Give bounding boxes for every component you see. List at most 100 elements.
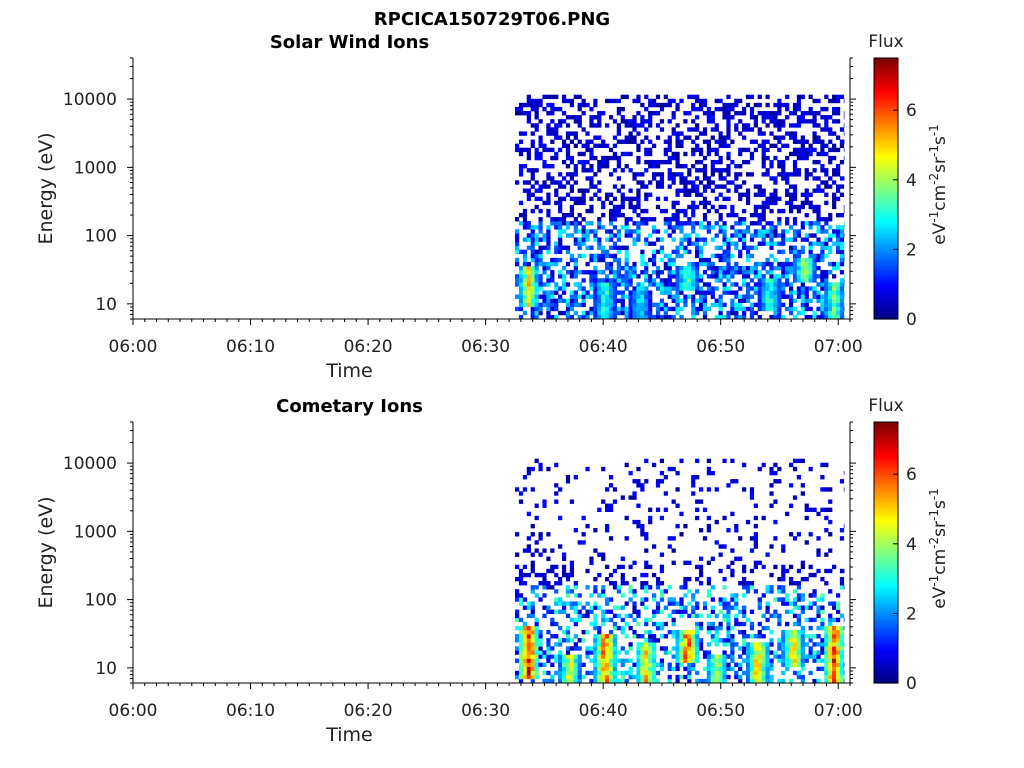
heatmap-cell: [577, 613, 582, 619]
heatmap-cell: [550, 646, 555, 651]
heatmap-cell: [796, 605, 802, 610]
heatmap-cell: [605, 282, 610, 287]
heatmap-cell: [648, 310, 653, 316]
heatmap-cell: [761, 658, 766, 663]
heatmap-cell: [843, 233, 845, 238]
colorbar-step: [874, 160, 898, 163]
heatmap-cell: [538, 135, 543, 140]
heatmap-cell: [628, 139, 633, 144]
heatmap-cell: [698, 249, 704, 255]
heatmap-cell: [530, 208, 535, 214]
heatmap-cell: [612, 605, 618, 610]
heatmap-cell: [730, 642, 735, 647]
heatmap-cell: [636, 609, 641, 614]
heatmap-cell: [648, 666, 653, 672]
heatmap-cell: [828, 294, 833, 299]
colorbar-step: [874, 482, 898, 486]
heatmap-cell: [581, 310, 586, 316]
heatmap-cell: [839, 678, 845, 684]
heatmap-cell: [722, 678, 727, 684]
heatmap-cell: [565, 131, 571, 136]
heatmap-cell: [593, 184, 598, 189]
heatmap-cell: [745, 196, 751, 202]
heatmap-cell: [655, 302, 661, 308]
heatmap-cell: [526, 155, 531, 161]
heatmap-cell: [554, 658, 559, 663]
heatmap-cell: [804, 507, 809, 513]
heatmap-cell: [542, 605, 547, 610]
heatmap-cell: [667, 536, 672, 541]
heatmap-cell: [773, 196, 778, 202]
heatmap-cell: [695, 458, 700, 464]
heatmap-cell: [530, 282, 535, 287]
heatmap-cell: [526, 270, 531, 275]
heatmap-cell: [589, 650, 594, 655]
heatmap-cell: [722, 617, 727, 623]
heatmap-cell: [522, 642, 528, 647]
heatmap-cell: [765, 221, 770, 226]
heatmap-cell: [691, 483, 696, 488]
heatmap-cell: [726, 102, 731, 108]
heatmap-cell: [530, 184, 535, 189]
heatmap-cell: [734, 601, 739, 606]
heatmap-cell: [605, 601, 610, 606]
heatmap-cell: [597, 314, 602, 320]
heatmap-cell: [558, 270, 563, 275]
heatmap-cell: [526, 115, 531, 120]
heatmap-cell: [785, 294, 790, 299]
heatmap-cell: [757, 286, 762, 291]
heatmap-cell: [558, 576, 563, 582]
heatmap-cell: [530, 674, 535, 680]
heatmap-cell: [585, 585, 590, 590]
heatmap-cell: [734, 617, 739, 623]
heatmap-cell: [577, 646, 582, 651]
heatmap-cell: [577, 106, 582, 112]
heatmap-cell: [648, 629, 653, 635]
heatmap-cell: [573, 229, 578, 234]
heatmap-cell: [789, 662, 794, 667]
heatmap-cell: [820, 666, 825, 672]
heatmap-cell: [785, 646, 790, 651]
heatmap-cell: [538, 302, 543, 308]
heatmap-cell: [534, 180, 539, 185]
heatmap-cell: [749, 253, 755, 259]
heatmap-cell: [824, 629, 829, 635]
heatmap-cell: [624, 94, 629, 100]
heatmap-cell: [608, 503, 614, 508]
heatmap-cell: [663, 621, 668, 627]
heatmap-cell: [569, 294, 575, 299]
heatmap-cell: [526, 548, 531, 553]
heatmap-cell: [652, 253, 657, 259]
heatmap-cell: [695, 601, 700, 606]
colorbar-step: [874, 64, 898, 68]
heatmap-cell: [718, 172, 723, 177]
heatmap-cell: [515, 617, 520, 623]
heatmap-cell: [683, 302, 688, 308]
heatmap-cell: [839, 229, 845, 234]
heatmap-cell: [843, 147, 845, 153]
heatmap-cell: [706, 523, 712, 529]
heatmap-cell: [828, 642, 833, 647]
heatmap-cell: [706, 282, 712, 287]
heatmap-cell: [761, 164, 766, 169]
heatmap-cell: [542, 298, 547, 303]
heatmap-cell: [608, 261, 614, 267]
heatmap-cell: [832, 625, 837, 631]
heatmap-cell: [722, 666, 727, 672]
heatmap-cell: [640, 646, 645, 651]
heatmap-cell: [695, 159, 700, 165]
heatmap-cell: [581, 196, 586, 202]
heatmap-cell: [628, 196, 633, 202]
heatmap-cell: [632, 314, 637, 320]
heatmap-cell: [773, 102, 778, 108]
x-axis-label: Time: [325, 360, 373, 382]
heatmap-cell: [515, 143, 520, 149]
heatmap-cell: [530, 131, 535, 136]
heatmap-cell: [753, 544, 758, 549]
heatmap-cell: [561, 212, 567, 218]
heatmap-cell: [515, 650, 520, 655]
heatmap-cell: [828, 139, 833, 144]
colorbar-step: [874, 184, 898, 187]
heatmap-cell: [800, 458, 805, 464]
heatmap-cell: [792, 270, 798, 275]
